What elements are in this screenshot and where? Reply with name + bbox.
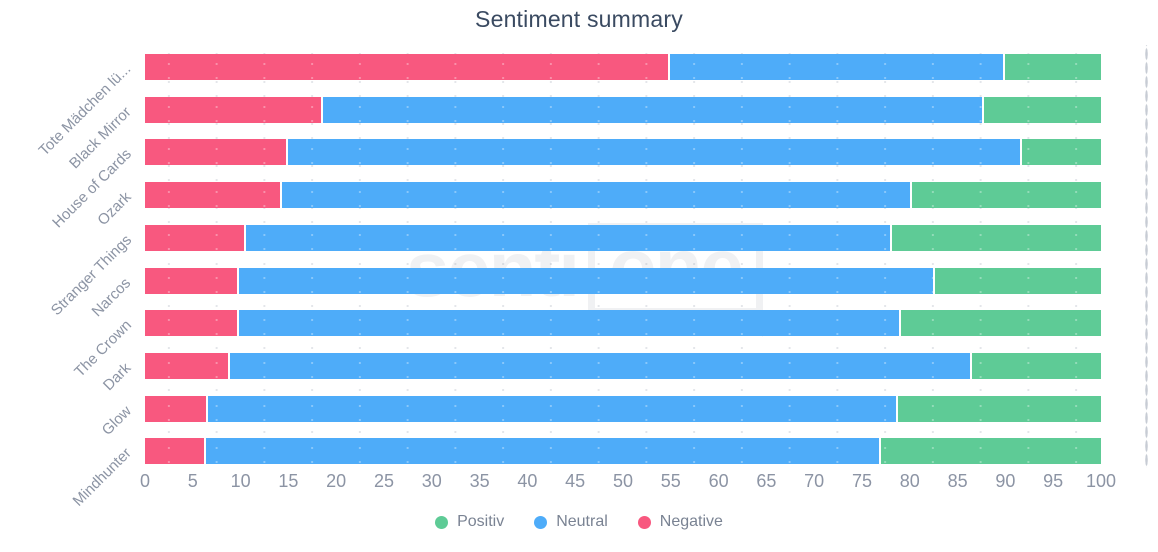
bar-segment-positiv[interactable] (970, 352, 1101, 379)
bar-segment-neutral[interactable] (206, 395, 897, 422)
bar-row (145, 352, 1101, 379)
bar-segment-neutral[interactable] (228, 352, 971, 379)
bar-segment-positiv[interactable] (932, 267, 1101, 294)
bar-segment-neutral[interactable] (244, 224, 890, 251)
x-tick-label: 15 (278, 471, 299, 491)
bar-segment-neutral[interactable] (285, 139, 1020, 166)
bar-segment-negative[interactable] (145, 438, 205, 465)
bar-segment-neutral[interactable] (279, 182, 910, 209)
x-tick-label: 70 (804, 471, 825, 491)
x-tick-label: 90 (995, 471, 1016, 491)
bar-segment-positiv[interactable] (1002, 54, 1101, 80)
bar-row (145, 54, 1101, 80)
bar-row (145, 310, 1101, 337)
legend-label: Neutral (556, 513, 608, 530)
bar-segment-neutral[interactable] (236, 267, 933, 294)
x-tick-label: 75 (851, 471, 873, 491)
x-tick-label: 60 (708, 471, 729, 491)
bar-segment-positiv[interactable] (982, 96, 1101, 123)
bar-row (145, 395, 1101, 422)
bar-row (145, 96, 1101, 123)
x-tick-label: 30 (421, 471, 442, 491)
bar-row (145, 182, 1101, 209)
bar-segment-positiv[interactable] (889, 224, 1101, 251)
x-tick-label: 85 (947, 471, 968, 491)
bar-segment-negative[interactable] (145, 267, 237, 294)
x-tick-label: 80 (899, 471, 920, 491)
legend-item-positiv[interactable]: Positiv (435, 513, 504, 531)
x-tick-label: 65 (756, 471, 777, 491)
bar-segment-negative[interactable] (145, 310, 237, 337)
bar-segment-positiv[interactable] (909, 182, 1101, 209)
x-tick-label: 95 (1043, 471, 1064, 491)
x-tick-label: 0 (139, 471, 151, 491)
bar-segment-negative[interactable] (145, 54, 668, 80)
legend-swatch-icon (637, 515, 651, 529)
bar-segment-positiv[interactable] (899, 310, 1101, 337)
legend-item-negative[interactable]: Negative (637, 513, 723, 531)
category-label: Ozark (94, 188, 135, 230)
chart-title: Sentiment summary (475, 6, 683, 32)
x-tick-label: 100 (1085, 471, 1117, 491)
x-tick-label: 10 (230, 471, 251, 491)
legend-swatch-icon (435, 515, 449, 529)
bar-segment-negative[interactable] (145, 395, 207, 422)
x-tick-label: 55 (660, 471, 681, 491)
bar-row (145, 224, 1101, 251)
bar-segment-neutral[interactable] (204, 438, 880, 465)
category-label: Narcos (89, 274, 135, 320)
category-label: Glow (98, 402, 135, 439)
bar-segment-positiv[interactable] (879, 438, 1101, 465)
bar-segment-neutral[interactable] (667, 54, 1003, 80)
legend-label: Positiv (457, 513, 505, 530)
right-edge-gridline (1145, 45, 1148, 468)
bar-row (145, 139, 1101, 166)
bar-segment-neutral[interactable] (236, 310, 900, 337)
x-tick-label: 45 (565, 471, 586, 491)
bar-segment-positiv[interactable] (1019, 139, 1101, 166)
legend-label: Negative (659, 513, 723, 530)
x-tick-label: 25 (373, 471, 395, 491)
category-label: Black Mirror (66, 103, 135, 172)
bar-segment-negative[interactable] (145, 224, 245, 251)
bar-row (145, 267, 1101, 294)
x-tick-label: 35 (469, 471, 490, 491)
bar-segment-negative[interactable] (145, 352, 229, 379)
category-label: House of Cards (48, 146, 135, 232)
category-label: Tote Mädchen lü... (35, 60, 135, 160)
x-tick-label: 40 (517, 471, 538, 491)
category-label: Stranger Things (47, 231, 135, 319)
bar-segment-positiv[interactable] (896, 395, 1101, 422)
category-label: Mindhunter (69, 444, 135, 511)
x-tick-label: 50 (612, 471, 634, 491)
x-tick-label: 5 (187, 471, 198, 491)
bar-row (145, 438, 1101, 465)
legend-swatch-icon (534, 515, 548, 529)
bar-segment-neutral[interactable] (320, 96, 983, 123)
bar-segment-negative[interactable] (145, 96, 321, 123)
legend-item-neutral[interactable]: Neutral (534, 513, 608, 531)
bar-segment-negative[interactable] (145, 139, 286, 166)
bar-segment-negative[interactable] (145, 182, 280, 209)
x-axis: 0 5 10 15 20 25 30 35 40 45 50 55 60 65 70 75 80 85 90 95 10… (140, 471, 1116, 493)
plot-area: sentione (145, 45, 1101, 468)
x-tick-label: 20 (326, 471, 347, 491)
category-label: The Crown (70, 316, 135, 381)
legend: Positiv Neutral Negative (0, 508, 1158, 536)
bars-container (145, 45, 1101, 468)
category-label: Dark (100, 359, 135, 394)
